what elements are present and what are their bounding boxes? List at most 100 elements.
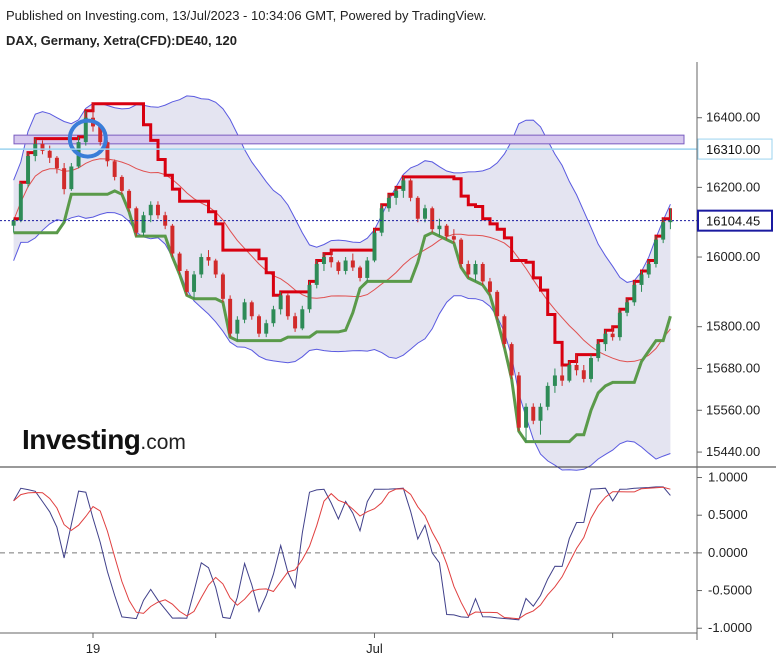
highlight-circle xyxy=(67,118,108,159)
candle-body xyxy=(141,215,146,233)
candle-body xyxy=(625,302,630,313)
candle-body xyxy=(596,344,601,359)
candle-body xyxy=(321,257,326,264)
candle-body xyxy=(271,309,276,324)
candle-body xyxy=(336,262,341,271)
investing-logo: Investing.com xyxy=(22,424,186,455)
candle-body xyxy=(372,232,377,261)
candle-body xyxy=(401,180,406,191)
candle-body xyxy=(300,309,305,329)
candle-body xyxy=(155,204,160,216)
price-tag-box xyxy=(697,209,773,232)
candle-body xyxy=(83,117,88,143)
candle-body xyxy=(365,260,370,278)
candle-body xyxy=(40,143,45,151)
candle-body xyxy=(69,166,74,190)
candle-body xyxy=(495,291,500,317)
candle-body xyxy=(184,270,189,292)
candle-body xyxy=(415,197,420,219)
price-tick-label: 15560.00 xyxy=(706,402,760,417)
candle-body xyxy=(574,365,579,371)
moving-average-line xyxy=(13,158,671,363)
candle-body xyxy=(545,385,550,407)
candle-body xyxy=(480,264,485,282)
candle-body xyxy=(314,264,319,285)
candle-body xyxy=(661,222,666,240)
candle-body xyxy=(127,190,132,209)
candle-body xyxy=(589,358,593,379)
candle-body xyxy=(213,260,218,275)
price-tick-label: 15800.00 xyxy=(706,319,760,334)
candle-body xyxy=(18,183,23,221)
time-tick-label: 19 xyxy=(86,641,100,656)
time-tick-label: Jul xyxy=(366,641,383,656)
candle-body xyxy=(430,208,435,230)
candle-body xyxy=(653,239,658,264)
axes: 16400.00 16200.00 16000.00 15800.00 15680.00… xyxy=(0,62,776,656)
candle-body xyxy=(603,333,608,345)
candle-body xyxy=(98,126,103,143)
main-pane xyxy=(0,95,697,471)
candle-body xyxy=(509,344,514,376)
price-tick-label: 16200.00 xyxy=(706,179,760,194)
candle-body xyxy=(257,316,261,334)
candle-body xyxy=(459,239,464,264)
candle-body xyxy=(451,236,456,240)
candle-body xyxy=(437,225,442,230)
candle-body xyxy=(264,323,269,334)
candle-body xyxy=(119,176,124,191)
candle-body xyxy=(235,319,240,334)
candle-body xyxy=(408,180,413,198)
osc-tick-label: -1.0000 xyxy=(708,620,752,635)
price-tag-label: 16104.45 xyxy=(706,214,760,229)
oscillator-pane xyxy=(0,486,697,621)
candle-body xyxy=(394,190,399,198)
price-tick-label: 16000.00 xyxy=(706,249,760,264)
bollinger-upper-line xyxy=(13,95,671,283)
oscillator-signal-line xyxy=(13,486,671,620)
candle-body xyxy=(646,264,651,275)
candle-body xyxy=(502,316,507,345)
candle-body xyxy=(170,225,175,254)
candle-body xyxy=(192,274,197,292)
candle-body xyxy=(285,295,290,317)
osc-tick-label: 0.0000 xyxy=(708,545,748,560)
candle-body xyxy=(105,142,110,162)
candle-body xyxy=(47,150,52,158)
symbol-title: DAX, Germany, Xetra(CFD):DE40, 120 xyxy=(6,33,237,48)
trailing-low-line xyxy=(13,189,672,444)
candle-body xyxy=(242,302,247,320)
candle-body xyxy=(11,220,16,226)
candle-body xyxy=(516,375,521,428)
candle-body xyxy=(148,204,153,216)
candle-body xyxy=(177,253,182,271)
candle-body xyxy=(639,274,644,285)
candle-body xyxy=(206,257,211,261)
price-tick-label: 16400.00 xyxy=(706,110,760,125)
bollinger-lower-line xyxy=(13,211,671,471)
candle-body xyxy=(350,260,355,268)
candle-body xyxy=(249,302,254,317)
resistance-zone xyxy=(13,134,685,145)
candle-body xyxy=(329,257,334,263)
candle-body xyxy=(54,157,59,169)
osc-tick-label: -0.5000 xyxy=(708,583,752,598)
candle-body xyxy=(278,295,283,310)
candle-body xyxy=(552,375,557,386)
candle-body xyxy=(199,257,204,275)
candle-body xyxy=(386,197,391,209)
price-tag-box xyxy=(697,138,773,160)
price-tick-label: 15680.00 xyxy=(706,360,760,375)
osc-tick-label: 1.0000 xyxy=(708,470,748,485)
publish-info: Published on Investing.com, 13/Jul/2023 … xyxy=(6,8,487,23)
candle-body xyxy=(668,220,673,223)
candle-body xyxy=(444,225,449,237)
candle-body xyxy=(33,143,38,157)
candle-body xyxy=(307,284,312,310)
oscillator-main-line xyxy=(13,486,671,621)
candle-body xyxy=(228,298,233,334)
candle-body xyxy=(567,365,572,381)
candle-body xyxy=(343,260,348,271)
candle-body xyxy=(26,156,31,184)
